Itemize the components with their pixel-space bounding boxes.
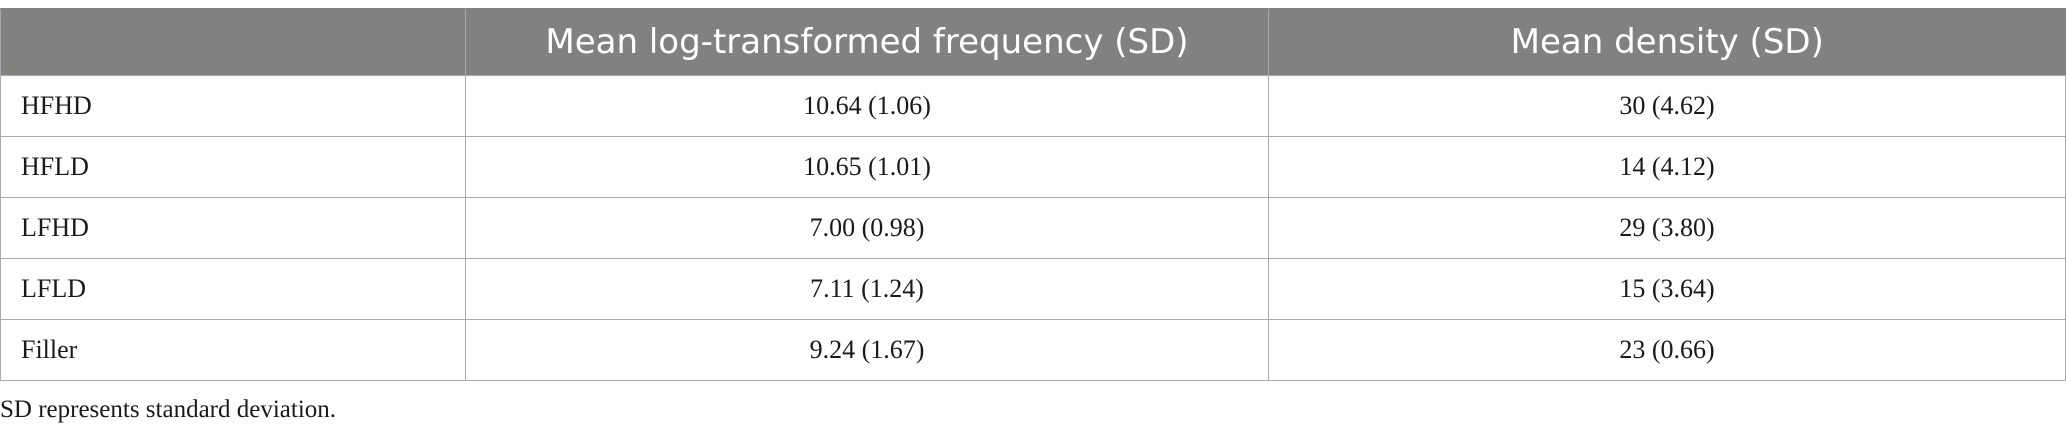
table-row: LFLD 7.11 (1.24) 15 (3.64) bbox=[0, 258, 2066, 320]
table-row: HFLD 10.65 (1.01) 14 (4.12) bbox=[0, 136, 2066, 198]
density-cell: 29 (3.80) bbox=[1268, 197, 2066, 259]
table-body: HFHD 10.64 (1.06) 30 (4.62) HFLD 10.65 (… bbox=[0, 75, 2066, 381]
table-footnote: SD represents standard deviation. bbox=[0, 396, 337, 423]
frequency-cell: 10.64 (1.06) bbox=[465, 75, 1269, 137]
row-label: LFLD bbox=[0, 258, 466, 320]
header-row: Mean log-transformed frequency (SD) Mean… bbox=[0, 8, 2066, 76]
header-cell-frequency: Mean log-transformed frequency (SD) bbox=[465, 8, 1269, 76]
data-table-container: Mean log-transformed frequency (SD) Mean… bbox=[0, 8, 2066, 381]
row-label: Filler bbox=[0, 319, 466, 381]
row-label: LFHD bbox=[0, 197, 466, 259]
row-label: HFHD bbox=[0, 75, 466, 137]
header-cell-density: Mean density (SD) bbox=[1268, 8, 2066, 76]
table-header: Mean log-transformed frequency (SD) Mean… bbox=[0, 8, 2066, 76]
row-label: HFLD bbox=[0, 136, 466, 198]
frequency-cell: 10.65 (1.01) bbox=[465, 136, 1269, 198]
density-cell: 15 (3.64) bbox=[1268, 258, 2066, 320]
header-cell-condition bbox=[0, 8, 466, 76]
frequency-cell: 7.11 (1.24) bbox=[465, 258, 1269, 320]
table-row: HFHD 10.64 (1.06) 30 (4.62) bbox=[0, 75, 2066, 137]
table-row: LFHD 7.00 (0.98) 29 (3.80) bbox=[0, 197, 2066, 259]
table-row: Filler 9.24 (1.67) 23 (0.66) bbox=[0, 319, 2066, 381]
frequency-cell: 7.00 (0.98) bbox=[465, 197, 1269, 259]
data-table: Mean log-transformed frequency (SD) Mean… bbox=[0, 8, 2066, 381]
density-cell: 23 (0.66) bbox=[1268, 319, 2066, 381]
density-cell: 30 (4.62) bbox=[1268, 75, 2066, 137]
frequency-cell: 9.24 (1.67) bbox=[465, 319, 1269, 381]
density-cell: 14 (4.12) bbox=[1268, 136, 2066, 198]
